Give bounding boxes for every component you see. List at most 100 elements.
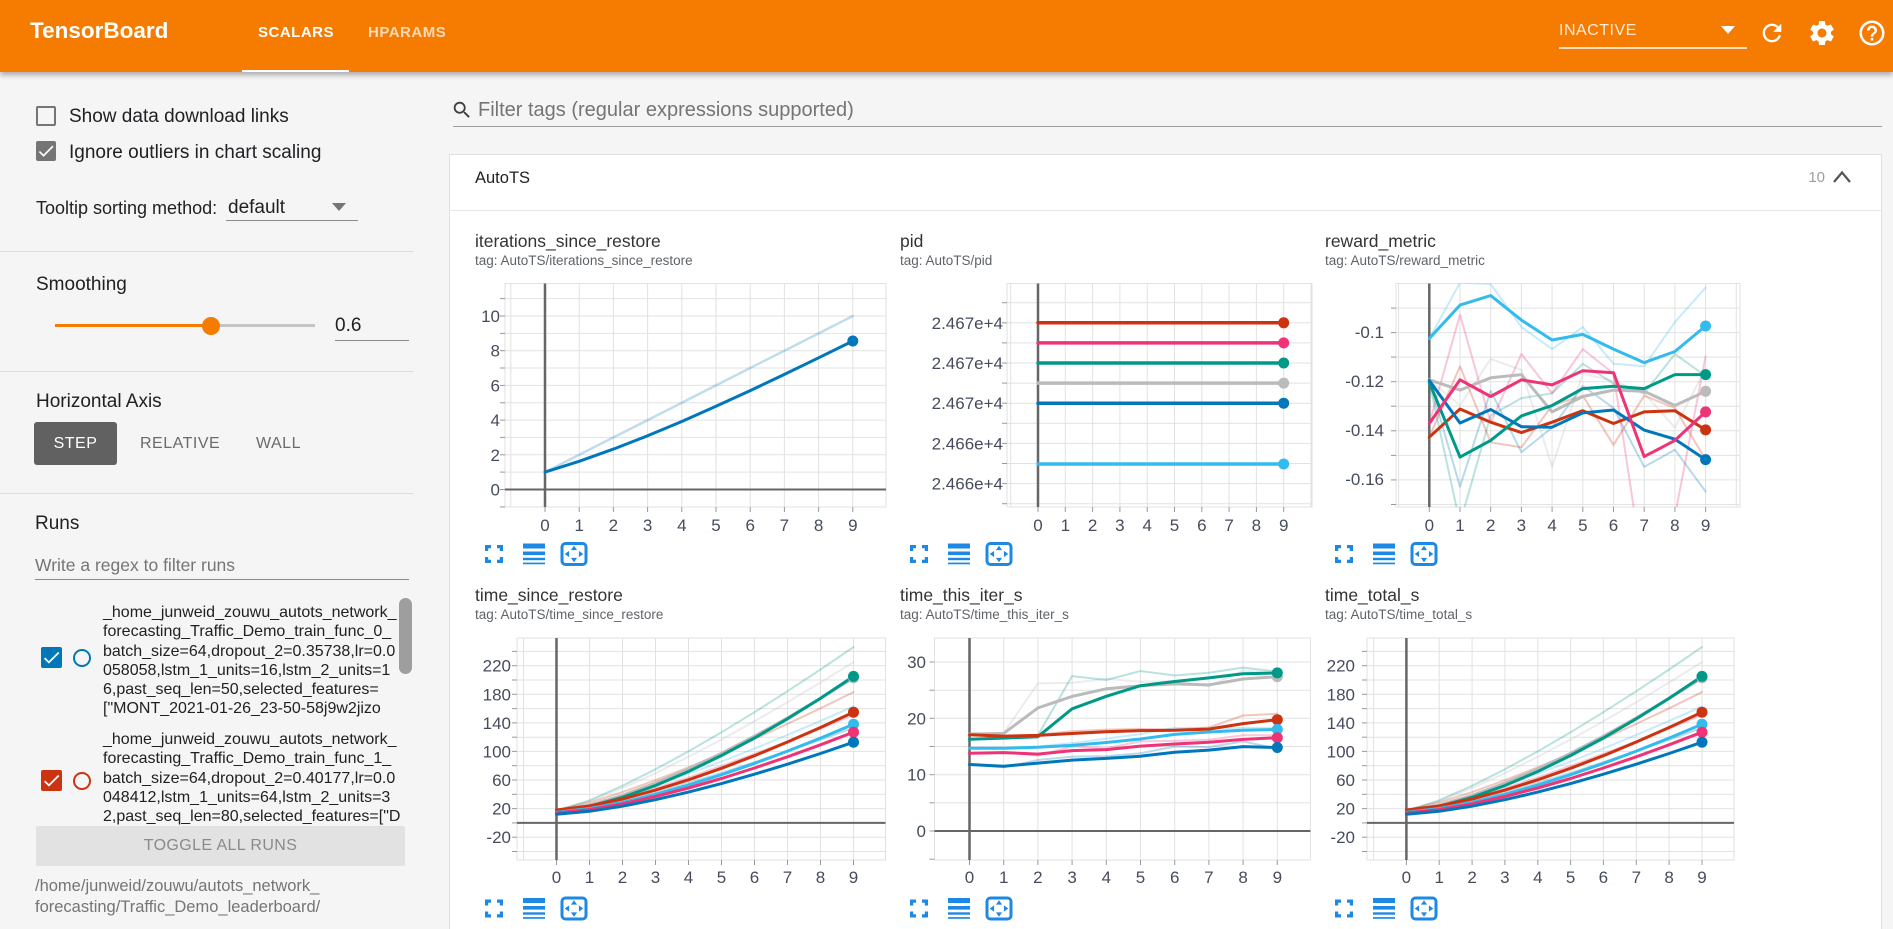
svg-text:7: 7 [1639, 516, 1648, 535]
svg-text:0: 0 [1033, 516, 1042, 535]
svg-text:4: 4 [1102, 868, 1111, 887]
svg-text:30: 30 [907, 653, 926, 672]
svg-text:-20: -20 [1330, 828, 1355, 847]
svg-text:7: 7 [1204, 868, 1213, 887]
svg-text:1: 1 [574, 516, 583, 535]
svg-text:2: 2 [609, 516, 618, 535]
svg-text:8: 8 [491, 342, 500, 361]
svg-text:8: 8 [1238, 868, 1247, 887]
svg-text:time_total_s: time_total_s [1325, 585, 1420, 606]
svg-text:1: 1 [585, 868, 594, 887]
svg-text:tag: AutoTS/time_this_iter_s: tag: AutoTS/time_this_iter_s [900, 607, 1069, 622]
svg-text:tag: AutoTS/time_since_restore: tag: AutoTS/time_since_restore [475, 607, 663, 622]
svg-text:2: 2 [1033, 868, 1042, 887]
svg-text:9: 9 [848, 516, 857, 535]
svg-text:-0.12: -0.12 [1345, 372, 1384, 391]
svg-text:3: 3 [643, 516, 652, 535]
svg-text:9: 9 [1279, 516, 1288, 535]
svg-text:20: 20 [1336, 800, 1355, 819]
svg-text:8: 8 [814, 516, 823, 535]
svg-text:0: 0 [965, 868, 974, 887]
svg-text:60: 60 [1336, 771, 1355, 790]
svg-text:pid: pid [900, 231, 923, 251]
svg-text:1: 1 [1061, 516, 1070, 535]
svg-text:10: 10 [1808, 169, 1825, 186]
svg-text:5: 5 [711, 516, 720, 535]
svg-text:3: 3 [1517, 516, 1526, 535]
svg-text:5: 5 [1136, 868, 1145, 887]
svg-text:-0.1: -0.1 [1355, 323, 1384, 342]
svg-text:2: 2 [1467, 868, 1476, 887]
svg-text:2: 2 [491, 446, 500, 465]
svg-text:2: 2 [618, 868, 627, 887]
svg-text:4: 4 [677, 516, 686, 535]
svg-text:8: 8 [1664, 868, 1673, 887]
svg-text:0: 0 [552, 868, 561, 887]
svg-text:9: 9 [1273, 868, 1282, 887]
svg-text:-0.16: -0.16 [1345, 470, 1384, 489]
svg-text:9: 9 [1697, 868, 1706, 887]
svg-text:9: 9 [1701, 516, 1710, 535]
svg-text:7: 7 [783, 868, 792, 887]
svg-text:tag: AutoTS/time_total_s: tag: AutoTS/time_total_s [1325, 607, 1472, 622]
svg-text:2.467e+4: 2.467e+4 [932, 314, 1003, 333]
svg-text:7: 7 [1224, 516, 1233, 535]
svg-text:iterations_since_restore: iterations_since_restore [475, 231, 661, 252]
svg-text:0: 0 [1425, 516, 1434, 535]
svg-text:AutoTS: AutoTS [475, 169, 530, 187]
svg-text:10: 10 [481, 307, 500, 326]
svg-text:0: 0 [540, 516, 549, 535]
svg-text:180: 180 [1327, 685, 1355, 704]
svg-text:6: 6 [745, 516, 754, 535]
svg-text:220: 220 [483, 657, 511, 676]
svg-text:6: 6 [1609, 516, 1618, 535]
svg-text:tag: AutoTS/reward_metric: tag: AutoTS/reward_metric [1325, 253, 1485, 268]
svg-text:4: 4 [1547, 516, 1556, 535]
svg-text:60: 60 [492, 771, 511, 790]
svg-text:5: 5 [1578, 516, 1587, 535]
svg-text:tag: AutoTS/iterations_since_r: tag: AutoTS/iterations_since_restore [475, 253, 693, 268]
svg-text:7: 7 [1632, 868, 1641, 887]
svg-text:20: 20 [907, 709, 926, 728]
svg-text:4: 4 [491, 411, 500, 430]
svg-text:5: 5 [1566, 868, 1575, 887]
svg-text:0: 0 [1402, 868, 1411, 887]
svg-text:-20: -20 [486, 828, 511, 847]
svg-text:180: 180 [483, 685, 511, 704]
svg-text:-0.14: -0.14 [1345, 421, 1384, 440]
svg-text:1: 1 [1434, 868, 1443, 887]
svg-text:4: 4 [1533, 868, 1542, 887]
svg-text:100: 100 [1327, 742, 1355, 761]
svg-text:9: 9 [849, 868, 858, 887]
svg-text:2.466e+4: 2.466e+4 [932, 434, 1003, 453]
svg-text:0: 0 [917, 822, 926, 841]
svg-text:20: 20 [492, 800, 511, 819]
svg-text:2.467e+4: 2.467e+4 [932, 394, 1003, 413]
svg-text:4: 4 [1142, 516, 1151, 535]
svg-text:6: 6 [1170, 868, 1179, 887]
svg-text:6: 6 [1599, 868, 1608, 887]
svg-text:time_since_restore: time_since_restore [475, 585, 623, 606]
svg-text:8: 8 [1252, 516, 1261, 535]
svg-text:2.466e+4: 2.466e+4 [932, 475, 1003, 494]
svg-text:6: 6 [750, 868, 759, 887]
svg-text:3: 3 [1500, 868, 1509, 887]
svg-text:1: 1 [999, 868, 1008, 887]
svg-text:2: 2 [1088, 516, 1097, 535]
svg-text:1: 1 [1455, 516, 1464, 535]
svg-text:2: 2 [1486, 516, 1495, 535]
svg-text:100: 100 [483, 742, 511, 761]
svg-text:6: 6 [491, 376, 500, 395]
svg-text:2.467e+4: 2.467e+4 [932, 354, 1003, 373]
svg-text:3: 3 [1067, 868, 1076, 887]
svg-text:6: 6 [1197, 516, 1206, 535]
svg-text:7: 7 [780, 516, 789, 535]
svg-text:8: 8 [1670, 516, 1679, 535]
svg-text:5: 5 [717, 868, 726, 887]
svg-text:220: 220 [1327, 657, 1355, 676]
svg-text:8: 8 [816, 868, 825, 887]
svg-text:10: 10 [907, 766, 926, 785]
svg-text:5: 5 [1170, 516, 1179, 535]
svg-text:3: 3 [651, 868, 660, 887]
svg-text:140: 140 [1327, 714, 1355, 733]
